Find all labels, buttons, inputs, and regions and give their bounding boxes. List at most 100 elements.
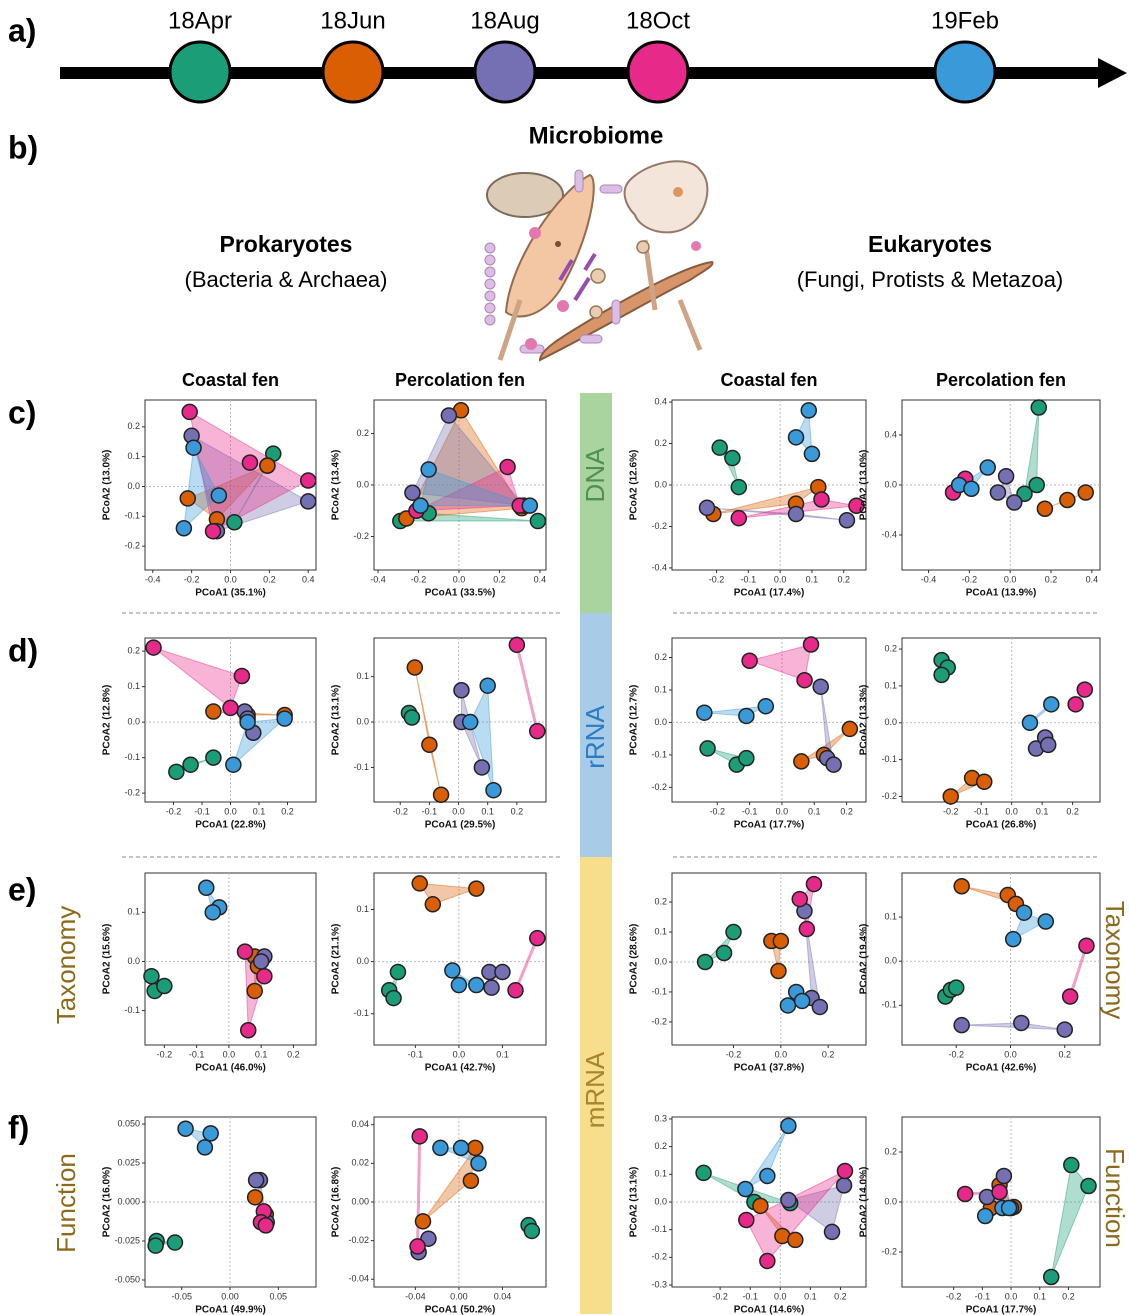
sample-point bbox=[454, 683, 469, 698]
x-tick-label: 0.05 bbox=[270, 1291, 288, 1301]
sample-point bbox=[739, 1212, 754, 1227]
sample-point bbox=[839, 513, 854, 528]
y-tick-label: -0.1 bbox=[124, 511, 140, 521]
sample-point bbox=[1002, 1201, 1017, 1216]
sample-point bbox=[257, 969, 272, 984]
x-axis-label: PCoA1 (14.6%) bbox=[734, 1305, 805, 1315]
sample-point bbox=[799, 922, 814, 937]
sample-point bbox=[183, 757, 198, 772]
sample-point bbox=[203, 1126, 218, 1141]
x-tick-label: -0.1 bbox=[189, 1049, 205, 1059]
y-axis-label: PCoA2 (13.1%) bbox=[331, 685, 342, 756]
y-tick-label: -0.1 bbox=[881, 1000, 897, 1010]
x-tick-label: 0.2 bbox=[1066, 806, 1079, 816]
x-tick-label: 0.1 bbox=[806, 574, 819, 584]
y-tick-label: 0.025 bbox=[117, 1157, 140, 1167]
scatter-panel: -0.2-0.10.00.10.2-0.2-0.10.00.10.2PCoA1 … bbox=[102, 638, 316, 831]
y-tick-label: -0.025 bbox=[114, 1235, 140, 1245]
x-tick-label: -0.2 bbox=[710, 806, 726, 816]
timepoint-label: 19Feb bbox=[931, 7, 999, 34]
x-tick-label: 0.0 bbox=[453, 574, 466, 584]
molecule-label: rRNA bbox=[580, 705, 610, 769]
timepoint bbox=[323, 42, 383, 102]
sample-point bbox=[797, 673, 812, 688]
sample-point bbox=[463, 715, 478, 730]
sample-point bbox=[407, 660, 422, 675]
x-tick-label: -0.1 bbox=[742, 806, 758, 816]
y-tick-label: 0.050 bbox=[117, 1118, 140, 1128]
x-tick-label: 0.2 bbox=[263, 574, 276, 584]
x-tick-label: 0.2 bbox=[822, 1049, 835, 1059]
sample-point bbox=[180, 491, 195, 506]
y-tick-label: 0.3 bbox=[654, 1113, 667, 1123]
plot-frame bbox=[145, 873, 316, 1045]
y-tick-label: 0.2 bbox=[884, 643, 897, 653]
x-tick-label: 0.1 bbox=[496, 1049, 509, 1059]
y-tick-label: 0.2 bbox=[654, 1141, 667, 1151]
scatter-panel: -0.2-0.10.00.10.2-0.10.00.1PCoA1 (46.0%)… bbox=[102, 873, 316, 1074]
x-tick-label: -0.2 bbox=[166, 806, 182, 816]
sample-point bbox=[386, 991, 401, 1006]
panel-label: a) bbox=[8, 12, 36, 48]
scatter-panel: -0.10.00.1-0.10.00.1PCoA1 (42.7%)PCoA2 (… bbox=[331, 873, 546, 1074]
sample-point bbox=[781, 1193, 796, 1208]
y-tick-label: 0.2 bbox=[654, 896, 667, 906]
side-label: Taxonomy bbox=[51, 906, 81, 1025]
sample-point bbox=[421, 462, 436, 477]
sample-point bbox=[726, 925, 741, 940]
sample-point bbox=[242, 455, 257, 470]
y-tick-label: 0.1 bbox=[654, 1169, 667, 1179]
y-tick-label: 0.2 bbox=[654, 438, 667, 448]
y-tick-label: 0.0 bbox=[356, 956, 369, 966]
y-tick-label: -0.02 bbox=[348, 1235, 369, 1245]
sample-point bbox=[1064, 1158, 1079, 1173]
x-tick-label: -0.2 bbox=[184, 574, 200, 584]
x-tick-label: -0.2 bbox=[943, 806, 959, 816]
y-tick-label: -0.1 bbox=[124, 752, 140, 762]
sample-point bbox=[1063, 989, 1078, 1004]
y-tick-label: 0.0 bbox=[884, 1196, 897, 1206]
y-axis-label: PCoA2 (19.4%) bbox=[859, 924, 870, 995]
sample-point bbox=[157, 979, 172, 994]
scatter-panel: -0.2-0.10.00.10.2-0.4-0.20.00.20.4PCoA1 … bbox=[629, 396, 866, 598]
sample-point bbox=[1007, 495, 1022, 510]
sample-point bbox=[412, 1129, 427, 1144]
x-axis-label: PCoA1 (42.6%) bbox=[966, 1063, 1037, 1074]
column-header: Coastal fen bbox=[182, 370, 279, 390]
sample-point bbox=[837, 1163, 852, 1178]
x-tick-label: 0.0 bbox=[452, 806, 465, 816]
y-tick-label: 0.0 bbox=[884, 956, 897, 966]
sample-point bbox=[1044, 697, 1059, 712]
sample-point bbox=[1006, 932, 1021, 947]
y-tick-label: 0.1 bbox=[356, 671, 369, 681]
sample-point bbox=[258, 1218, 273, 1233]
sample-point bbox=[837, 1178, 852, 1193]
y-axis-label: PCoA2 (12.8%) bbox=[102, 685, 113, 756]
sample-point bbox=[1057, 1022, 1072, 1037]
sample-point bbox=[509, 637, 524, 652]
y-tick-label: 0.0 bbox=[356, 479, 369, 489]
sample-point bbox=[301, 473, 316, 488]
sample-point bbox=[522, 498, 537, 513]
x-tick-label: 0.1 bbox=[1033, 1291, 1046, 1301]
sample-point bbox=[468, 1140, 483, 1155]
sample-point bbox=[731, 480, 746, 495]
sample-point bbox=[1079, 938, 1094, 953]
y-axis-label: PCoA2 (15.6%) bbox=[102, 924, 113, 995]
sample-point bbox=[813, 679, 828, 694]
sample-point bbox=[771, 963, 786, 978]
y-tick-label: -0.2 bbox=[124, 541, 140, 551]
scatter-panel: -0.2-0.10.00.10.2-0.10.00.1PCoA1 (29.5%)… bbox=[331, 637, 546, 830]
microbiome-illustration bbox=[485, 161, 713, 360]
sample-point bbox=[773, 934, 788, 949]
sample-point bbox=[445, 963, 460, 978]
sample-point bbox=[474, 760, 489, 775]
sample-point bbox=[148, 1238, 163, 1253]
sample-point bbox=[433, 1140, 448, 1155]
x-tick-label: 0.2 bbox=[1045, 574, 1058, 584]
y-tick-label: 0.0 bbox=[654, 479, 667, 489]
sample-point bbox=[486, 783, 501, 798]
sample-point bbox=[178, 1121, 193, 1136]
sample-point bbox=[760, 1168, 775, 1183]
